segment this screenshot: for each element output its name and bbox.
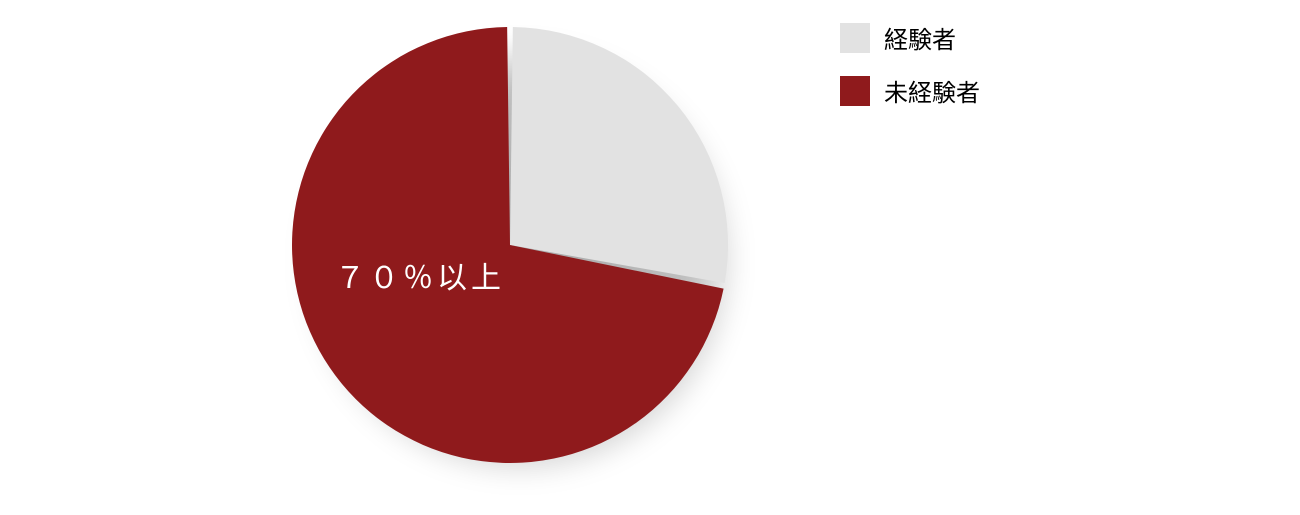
legend-label-inexperienced: 未経験者 [884,73,980,108]
slice-inner-label: ７０％以上 [335,253,505,297]
pie-chart: ７０％以上 [280,15,760,495]
legend-item-inexperienced: 未経験者 [840,73,980,108]
pie-svg [290,25,730,465]
pie-slice-experienced [510,27,728,283]
legend: 経験者 未経験者 [840,20,980,126]
legend-swatch-experienced [840,23,870,53]
legend-label-experienced: 経験者 [884,20,956,55]
legend-item-experienced: 経験者 [840,20,980,55]
legend-swatch-inexperienced [840,76,870,106]
